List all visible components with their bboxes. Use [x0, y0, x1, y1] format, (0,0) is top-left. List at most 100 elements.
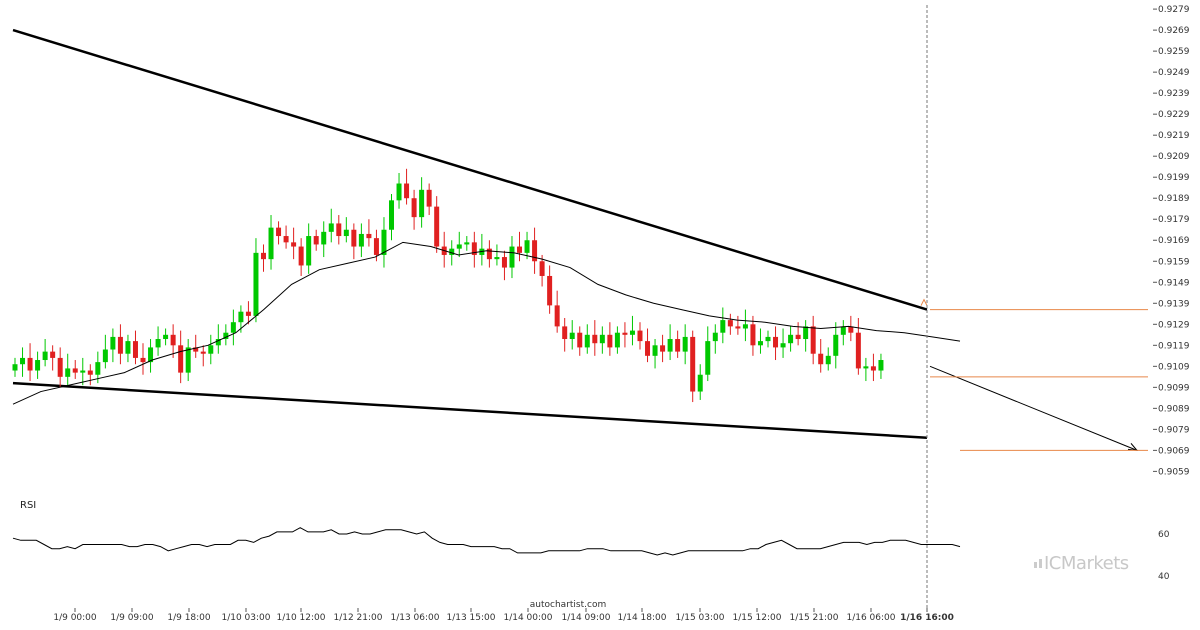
candle-body: [268, 227, 274, 260]
candle-body: [532, 240, 538, 262]
candle-body: [434, 206, 440, 247]
candle-body: [50, 351, 56, 358]
candle-body: [863, 366, 869, 369]
candle-body: [358, 233, 364, 247]
candle-body: [509, 246, 515, 268]
price-tick-label: 0.9129: [1158, 320, 1190, 330]
price-tick-label: 0.9089: [1158, 404, 1190, 414]
price-tick-label: 0.9079: [1158, 425, 1190, 435]
candle-body: [328, 223, 334, 232]
candle-body: [607, 334, 613, 348]
candle-body: [351, 229, 357, 247]
candle-body: [102, 349, 108, 363]
candle-body: [584, 334, 590, 348]
candle-body: [690, 336, 696, 392]
candle-body: [65, 368, 71, 377]
watermark-text: autochartist.com: [530, 600, 606, 610]
candle-body: [253, 252, 259, 316]
candle-body: [373, 238, 379, 255]
candle-body: [57, 357, 63, 377]
price-tick-label: 0.9119: [1158, 341, 1190, 351]
candle-body: [298, 246, 304, 266]
time-tick-label: 1/15 21:00: [789, 613, 838, 623]
candle-body: [291, 242, 297, 247]
candle-body: [765, 336, 771, 342]
wedge-upper-line: [12, 28, 928, 311]
candle-body: [148, 347, 154, 363]
time-tick-label: 1/16 06:00: [846, 613, 895, 623]
candle-body: [712, 332, 718, 342]
price-levels: [920, 298, 1148, 451]
candle-body: [780, 343, 786, 348]
candle-body: [464, 242, 470, 245]
wedge-lower-line: [12, 381, 928, 440]
candle-body: [629, 330, 635, 335]
price-tick-label: 0.9169: [1158, 236, 1190, 246]
candle-body: [245, 311, 251, 316]
candle-body: [471, 242, 477, 255]
price-tick-label: 0.9199: [1158, 173, 1190, 183]
candle-body: [95, 362, 101, 375]
price-tick-label: 0.9189: [1158, 194, 1190, 204]
candle-body: [456, 244, 462, 249]
wedge-pattern: [12, 28, 1139, 452]
moving-average-line: [12, 241, 961, 405]
candle-body: [614, 332, 620, 348]
candle-body: [524, 240, 530, 253]
candle-body: [682, 336, 688, 352]
candle-body: [12, 364, 18, 371]
candle-body: [449, 248, 455, 255]
candle-body: [80, 370, 86, 373]
candle-body: [223, 332, 229, 340]
time-tick-label: 1/14 09:00: [561, 613, 610, 623]
price-tick-label: 0.9099: [1158, 383, 1190, 393]
time-tick-label: 1/15 12:00: [732, 613, 781, 623]
candle-body: [757, 341, 763, 346]
price-tick-label: 0.9149: [1158, 278, 1190, 288]
time-tick-label: 1/10 03:00: [221, 613, 270, 623]
breakout-marker: [920, 298, 928, 306]
candles: [12, 168, 884, 403]
candle-body: [132, 341, 138, 358]
candle-body: [276, 227, 282, 237]
candle-body: [599, 334, 605, 344]
candle-body: [667, 339, 673, 352]
candle-body: [125, 341, 131, 354]
price-tick-label: 0.9249: [1158, 68, 1190, 78]
price-tick-label: 0.9209: [1158, 152, 1190, 162]
price-tick-label: 0.9159: [1158, 257, 1190, 267]
candle-body: [547, 275, 553, 306]
candle-body: [200, 351, 206, 354]
candle-body: [742, 324, 748, 329]
price-tick-label: 0.9269: [1158, 26, 1190, 36]
candle-body: [622, 332, 628, 335]
time-axis: 1/9 00:00 1/9 09:00 1/9 18:00 1/10 03:00 1/1…: [53, 608, 954, 623]
candle-body: [208, 345, 214, 354]
candle-body: [366, 233, 372, 239]
candle-body: [637, 330, 643, 342]
candle-body: [660, 345, 666, 352]
moving-average: [12, 241, 961, 405]
candle-body: [486, 248, 492, 260]
brand-logo: ICMarkets: [1034, 553, 1129, 574]
time-tick-label: 1/10 12:00: [276, 613, 325, 623]
candle-body: [140, 357, 146, 363]
rsi-tick-label: 40: [1158, 572, 1170, 582]
candle-body: [577, 332, 583, 348]
price-tick-label: 0.9109: [1158, 362, 1190, 372]
brand-text: ICMarkets: [1044, 553, 1129, 574]
candle-body: [411, 198, 417, 218]
candle-body: [389, 200, 394, 230]
candle-body: [313, 236, 319, 245]
candle-body: [35, 360, 41, 371]
candle-body: [735, 326, 741, 329]
candle-body: [419, 189, 425, 218]
candle-body: [185, 347, 191, 373]
candle-body: [193, 347, 199, 352]
time-tick-label: 1/9 09:00: [110, 613, 154, 623]
candle-body: [501, 257, 507, 268]
candle-body: [652, 345, 658, 356]
price-tick-label: 0.9229: [1158, 110, 1190, 120]
candle-body: [788, 334, 794, 344]
candle-body: [163, 334, 169, 340]
